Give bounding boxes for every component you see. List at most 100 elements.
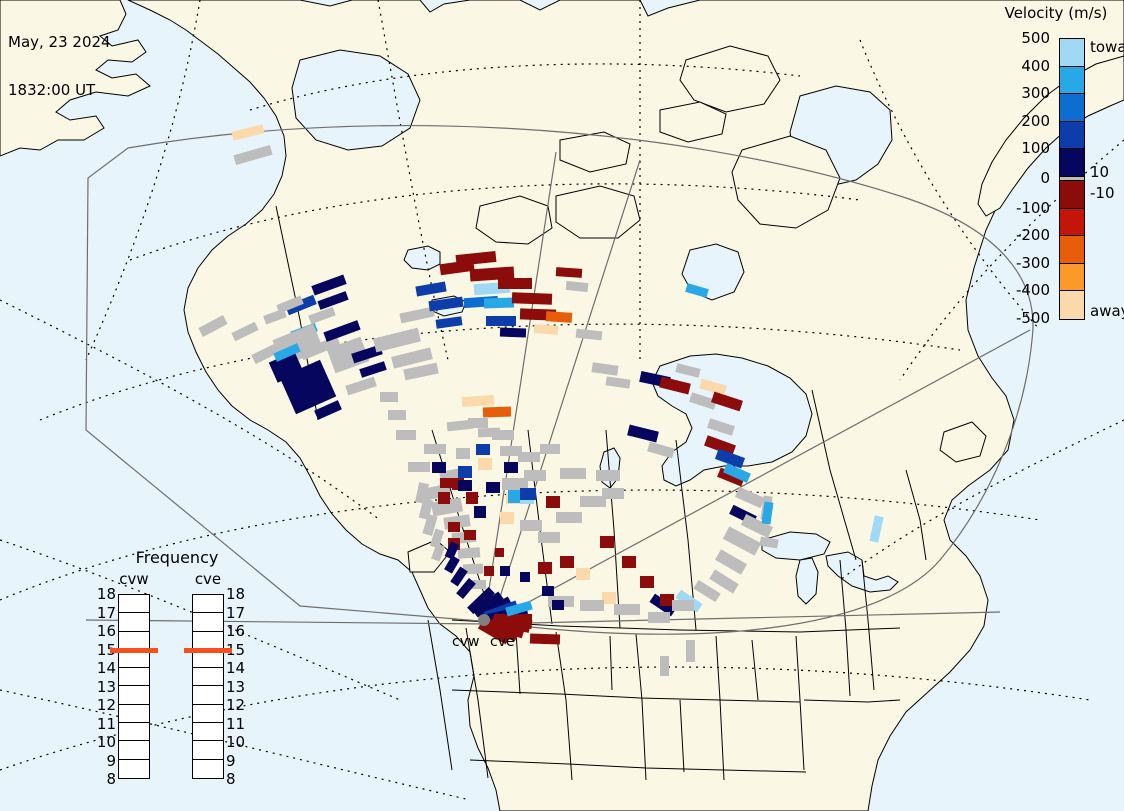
frequency-cell: [193, 741, 223, 760]
velocity-cell: [685, 283, 709, 298]
velocity-cell: [351, 344, 383, 364]
velocity-cell: [435, 316, 463, 329]
velocity-cell: [464, 530, 476, 540]
border-state-3: [635, 633, 647, 781]
meridian-9: [839, 419, 1124, 581]
frequency-tick-cvw-13: 13: [96, 677, 116, 696]
velocity-cell: [500, 512, 514, 524]
border-sk-mb: [605, 429, 621, 629]
velocity-cell: [431, 543, 445, 562]
velocity-cell: [440, 478, 452, 488]
velocity-cell: [600, 536, 614, 548]
velocity-cell: [467, 586, 495, 615]
velocity-cell: [461, 394, 495, 408]
velocity-cell: [500, 566, 510, 576]
velocity-cell: [518, 452, 540, 462]
velocity-cell: [474, 506, 486, 518]
velocity-cell: [308, 306, 336, 325]
frequency-tick-cvw-15: 15: [96, 640, 116, 659]
frequency-cell: [193, 595, 223, 614]
velocity-tick-200: 200: [1021, 111, 1050, 130]
velocity-cell: [529, 633, 561, 645]
frequency-bar-cvw: [118, 594, 150, 779]
velocity-cell: [605, 376, 631, 389]
frequency-marker-cvw: [110, 647, 158, 653]
velocity-cell: [580, 600, 604, 611]
velocity-cell: [432, 462, 446, 473]
velocity-cell: [483, 619, 519, 642]
velocity-tick-500: 500: [1021, 29, 1050, 47]
velocity-band-9: [1060, 263, 1084, 292]
hudson-bay: [651, 353, 813, 487]
velocity-cell: [444, 541, 460, 560]
velocity-cell: [326, 336, 370, 374]
velocity-colorbar-title: Velocity (m/s): [1004, 4, 1108, 22]
velocity-cell: [689, 392, 717, 410]
velocity-cell: [273, 343, 301, 362]
timestamp-time: 1832:00 UT: [8, 81, 96, 99]
velocity-cell: [722, 526, 762, 556]
velocity-cell: [429, 528, 445, 549]
velocity-band-0: [1060, 39, 1084, 67]
velocity-cell: [659, 376, 691, 395]
meridian-8: [899, 139, 1124, 381]
velocity-cell: [317, 291, 349, 310]
frequency-cell: [193, 613, 223, 632]
island-devon: [659, 101, 727, 143]
frequency-cell: [119, 650, 149, 669]
border-state-14: [515, 631, 521, 695]
velocity-cell: [466, 492, 478, 504]
velocity-cell: [448, 522, 460, 532]
velocity-cell: [345, 376, 377, 396]
velocity-cell: [299, 335, 341, 361]
velocity-cell: [576, 568, 590, 580]
velocity-cell: [231, 321, 259, 342]
velocity-cell: [869, 515, 884, 543]
velocity-band-3: [1060, 121, 1084, 149]
velocity-band-4: [1060, 149, 1084, 177]
velocity-cell: [468, 580, 486, 589]
velocity-cell: [458, 480, 472, 491]
frequency-column-header-cve: cve: [194, 570, 222, 588]
velocity-cell: [555, 267, 583, 278]
velocity-cell: [233, 144, 273, 166]
velocity-cell: [704, 435, 736, 456]
frequency-tick-cve-15: 15: [226, 640, 246, 659]
velocity-cell: [660, 594, 674, 606]
velocity-cell: [482, 406, 512, 418]
velocity-cell: [472, 591, 504, 618]
frequency-tick-cve-13: 13: [226, 677, 246, 696]
velocity-tick-0: 0: [1040, 169, 1050, 187]
frequency-cell: [193, 668, 223, 687]
border-state-1: [465, 627, 489, 779]
velocity-cell: [709, 569, 739, 594]
frequency-tick-cve-17: 17: [226, 603, 246, 622]
velocity-band-1: [1060, 66, 1084, 94]
frequency-tick-cvw-12: 12: [96, 696, 116, 714]
velocity-cell: [759, 536, 779, 549]
velocity-cell: [483, 297, 515, 309]
velocity-tick--200: -200: [1015, 226, 1050, 245]
velocity-cell: [469, 266, 515, 282]
velocity-cell: [520, 572, 530, 582]
velocity-cell: [504, 462, 518, 473]
site-label-cve: cve: [490, 634, 515, 650]
velocity-tick--400: -400: [1015, 281, 1050, 300]
velocity-cell: [552, 600, 564, 610]
frequency-tick-cve-10: 10: [226, 733, 246, 751]
parallel-30: [0, 666, 1091, 771]
velocity-cell: [415, 281, 447, 297]
velocity-cell: [545, 311, 573, 323]
velocity-cell: [498, 278, 532, 289]
landmass-alaska-siberia: [0, 0, 151, 157]
velocity-band-2: [1060, 94, 1084, 122]
island-victoria: [555, 185, 641, 239]
velocity-cell: [415, 482, 429, 504]
frequency-cell: [193, 705, 223, 724]
velocity-cell: [508, 490, 521, 503]
velocity-cell: [565, 280, 589, 293]
velocity-cell: [456, 448, 470, 459]
velocity-cell: [542, 586, 554, 596]
velocity-cell: [276, 295, 304, 314]
border-state-11: [679, 699, 685, 773]
